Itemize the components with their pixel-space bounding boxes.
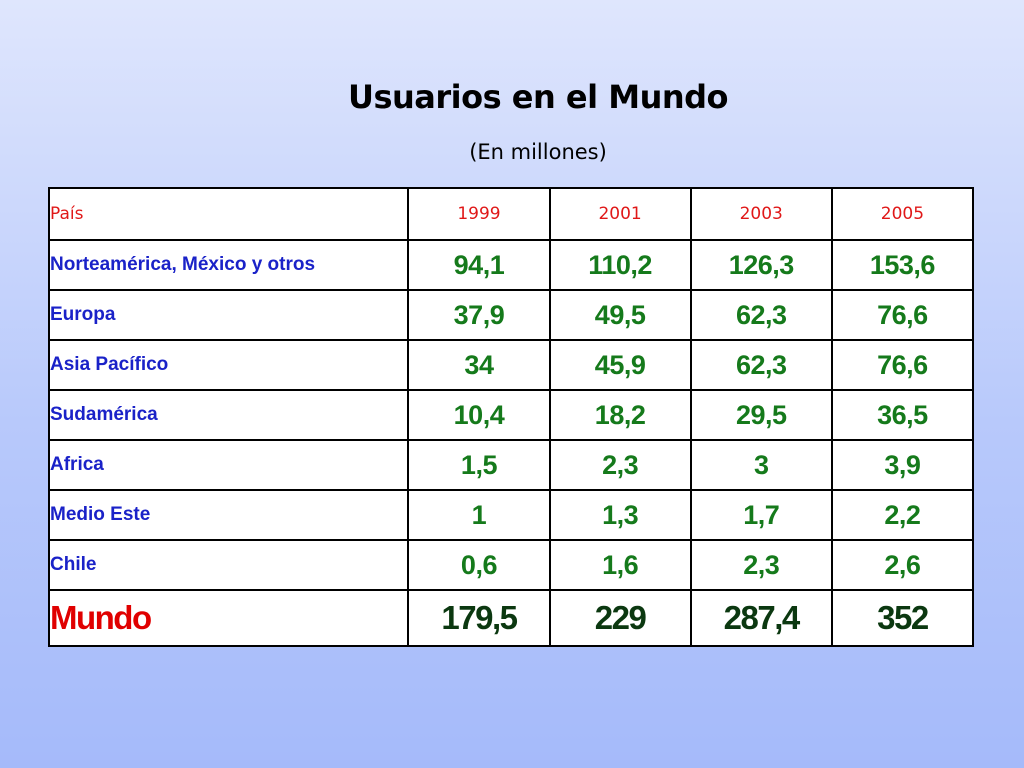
- row-country: Medio Este: [47, 489, 410, 541]
- table-row: Africa 1,5 2,3 3 3,9: [47, 439, 975, 491]
- table-header-row: País 1999 2001 2003 2005: [47, 187, 975, 241]
- table-row: Sudamérica 10,4 18,2 29,5 36,5: [47, 389, 975, 441]
- row-value: 3: [689, 439, 833, 491]
- row-value: 49,5: [548, 289, 692, 341]
- row-country: Sudamérica: [47, 389, 410, 441]
- row-value: 36,5: [830, 389, 975, 441]
- slide-subtitle: (En millones): [469, 140, 607, 164]
- row-country: Europa: [47, 289, 410, 341]
- total-value: 352: [830, 589, 975, 647]
- row-country: Norteamérica, México y otros: [47, 239, 410, 291]
- row-value: 2,3: [548, 439, 692, 491]
- row-value: 1,7: [689, 489, 833, 541]
- total-value: 179,5: [407, 589, 551, 647]
- table-row: Europa 37,9 49,5 62,3 76,6: [47, 289, 975, 341]
- total-value: 229: [548, 589, 692, 647]
- row-value: 76,6: [830, 339, 975, 391]
- row-value: 34: [407, 339, 551, 391]
- header-year-2001: 2001: [548, 187, 692, 241]
- header-country: País: [47, 187, 410, 241]
- users-table: País 1999 2001 2003 2005 Norteamérica, M…: [47, 187, 975, 647]
- table-row: Medio Este 1 1,3 1,7 2,2: [47, 489, 975, 541]
- total-label: Mundo: [47, 589, 410, 647]
- row-value: 2,3: [689, 539, 833, 591]
- header-year-2003: 2003: [689, 187, 833, 241]
- row-country: Asia Pacífico: [47, 339, 410, 391]
- header-year-1999: 1999: [407, 187, 551, 241]
- total-value: 287,4: [689, 589, 833, 647]
- row-value: 10,4: [407, 389, 551, 441]
- row-value: 62,3: [689, 339, 833, 391]
- row-value: 110,2: [548, 239, 692, 291]
- table-total-row: Mundo 179,5 229 287,4 352: [47, 589, 975, 647]
- row-value: 0,6: [407, 539, 551, 591]
- table-row: Asia Pacífico 34 45,9 62,3 76,6: [47, 339, 975, 391]
- row-value: 1,6: [548, 539, 692, 591]
- table-row: Norteamérica, México y otros 94,1 110,2 …: [47, 239, 975, 291]
- row-value: 2,2: [830, 489, 975, 541]
- row-value: 76,6: [830, 289, 975, 341]
- row-value: 2,6: [830, 539, 975, 591]
- table-row: Chile 0,6 1,6 2,3 2,6: [47, 539, 975, 591]
- row-value: 1,3: [548, 489, 692, 541]
- row-value: 18,2: [548, 389, 692, 441]
- row-value: 3,9: [830, 439, 975, 491]
- header-year-2005: 2005: [830, 187, 975, 241]
- row-value: 37,9: [407, 289, 551, 341]
- row-value: 62,3: [689, 289, 833, 341]
- row-value: 1,5: [407, 439, 551, 491]
- slide-title: Usuarios en el Mundo: [347, 78, 729, 116]
- row-country: Africa: [47, 439, 410, 491]
- row-value: 94,1: [407, 239, 551, 291]
- row-value: 153,6: [830, 239, 975, 291]
- row-value: 1: [407, 489, 551, 541]
- row-country: Chile: [47, 539, 410, 591]
- row-value: 126,3: [689, 239, 833, 291]
- row-value: 45,9: [548, 339, 692, 391]
- row-value: 29,5: [689, 389, 833, 441]
